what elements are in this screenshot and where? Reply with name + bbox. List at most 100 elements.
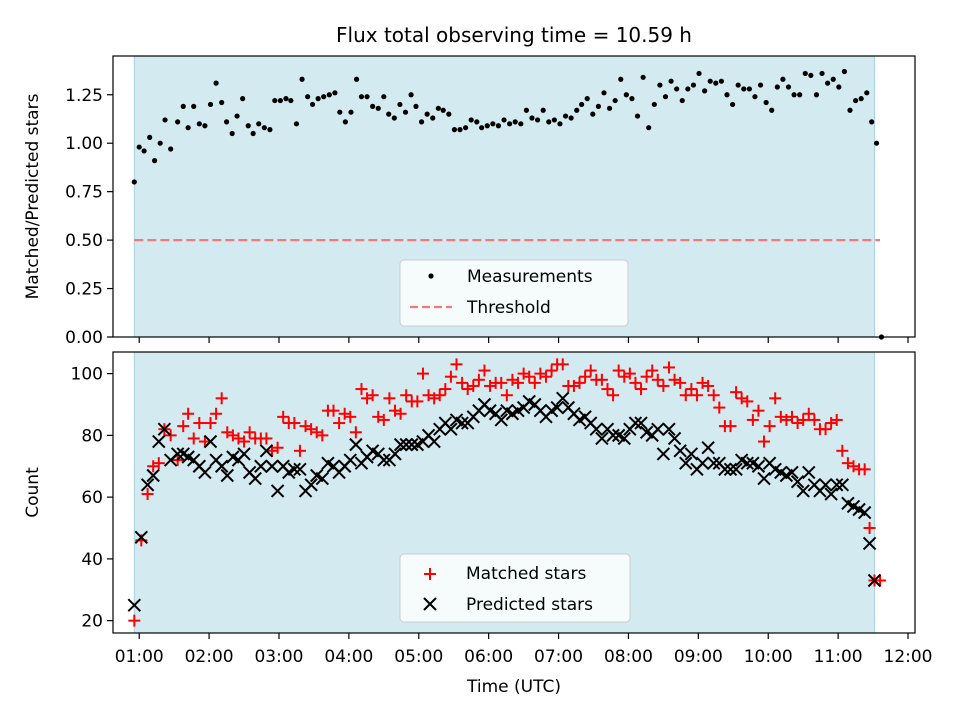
predicted-star-point [617, 431, 631, 446]
predicted-star-point [146, 468, 160, 483]
measurement-point [873, 140, 880, 146]
measurement-point [507, 121, 513, 127]
predicted-star-point [455, 416, 469, 430]
measurement-point [529, 115, 535, 121]
x-tick-label: 09:00 [674, 647, 723, 667]
predicted-star-point [388, 447, 402, 461]
predicted-star-point [399, 437, 413, 452]
predicted-star-point [785, 465, 799, 480]
predicted-star-point [405, 437, 419, 452]
predicted-star-point [589, 422, 604, 436]
matched-star-point [724, 420, 737, 433]
matched-star-point [657, 379, 670, 392]
bottom-y-axis-label: Count [23, 467, 43, 518]
matched-star-point [288, 417, 301, 430]
measurement-point [180, 103, 186, 109]
measurement-point [557, 121, 563, 127]
measurement-point [474, 119, 480, 125]
measurement-point [147, 134, 153, 140]
predicted-star-point [127, 598, 142, 612]
measurement-point [408, 92, 414, 98]
measurement-point [830, 76, 836, 82]
matched-star-point [646, 364, 659, 377]
measurement-point [358, 94, 365, 100]
predicted-star-point [595, 431, 609, 446]
measurement-point [299, 76, 305, 82]
measurement-point [702, 88, 708, 94]
matched-stars-points [128, 358, 887, 627]
matched-star-point [260, 432, 273, 445]
matched-star-point [187, 432, 200, 445]
predicted-star-point [494, 413, 508, 427]
measurement-point [574, 107, 580, 113]
predicted-star-point [550, 400, 564, 415]
measurement-point [256, 121, 262, 127]
measurement-point [451, 127, 458, 133]
measurement-point [668, 78, 674, 84]
matched-star-point [819, 423, 832, 436]
measurement-point [293, 121, 300, 127]
predicted-star-point [237, 447, 251, 461]
measurement-point [847, 107, 853, 113]
measurement-point [774, 84, 780, 90]
matched-star-point [808, 413, 821, 426]
predicted-star-point [857, 505, 872, 520]
x-tick-label: 08:00 [604, 647, 653, 667]
predicted-star-point [259, 444, 274, 458]
predicted-star-point [343, 453, 357, 467]
predicted-star-point [254, 459, 268, 473]
matched-star-point [629, 376, 642, 389]
matched-star-point [836, 444, 849, 457]
y-tick-label: 60 [81, 488, 103, 508]
matched-star-point [730, 386, 743, 399]
measurement-point [501, 117, 507, 123]
measurement-point [769, 107, 775, 113]
measurement-point [468, 117, 474, 123]
predicted-star-point [393, 437, 408, 452]
bottom-legend-box [399, 553, 631, 623]
matched-star-point [623, 367, 636, 380]
measurement-point [463, 125, 469, 131]
matched-star-point [635, 383, 648, 396]
measurement-point [735, 82, 741, 88]
matched-star-point [293, 444, 306, 457]
measurement-point [435, 105, 441, 111]
measurement-point [440, 107, 446, 113]
matched-star-point [394, 407, 407, 420]
bottom-axis-ticks: 20 40 60 80 100 01:00 02:00 03:00 04:00 05:00 06:0… [71, 365, 933, 667]
y-tick-label: 0.50 [65, 231, 103, 251]
measurement-point [590, 111, 596, 117]
x-tick-label: 11:00 [814, 647, 863, 667]
predicted-star-point [862, 536, 877, 551]
y-tick-label: 80 [81, 426, 103, 446]
measurement-point [141, 148, 147, 154]
measurement-point [864, 90, 870, 96]
measurement-point [718, 78, 725, 84]
measurement-point [342, 119, 348, 125]
measurement-point [353, 76, 360, 82]
measurement-point [430, 115, 436, 121]
matched-star-point [758, 435, 771, 448]
matched-star-point [601, 383, 614, 396]
measurement-point [157, 140, 163, 146]
predicted-star-point [701, 441, 715, 455]
measurement-point [348, 109, 354, 115]
matched-star-point [713, 401, 726, 414]
predicted-stars-points [127, 391, 882, 612]
matched-star-point [674, 376, 687, 389]
matched-star-point [607, 389, 620, 402]
measurement-point [629, 96, 635, 102]
matched-star-point [746, 413, 759, 426]
measurement-point [168, 146, 174, 152]
measurement-point [696, 70, 702, 77]
predicted-star-point [140, 478, 155, 492]
predicted-star-point [152, 434, 166, 449]
legend-matched-label: Matched stars [466, 564, 586, 584]
matched-star-point [785, 410, 798, 423]
matched-star-point [472, 373, 485, 386]
matched-star-point [595, 373, 608, 386]
matched-star-point [271, 441, 284, 454]
measurement-point [219, 99, 225, 106]
measurement-point [623, 92, 629, 98]
